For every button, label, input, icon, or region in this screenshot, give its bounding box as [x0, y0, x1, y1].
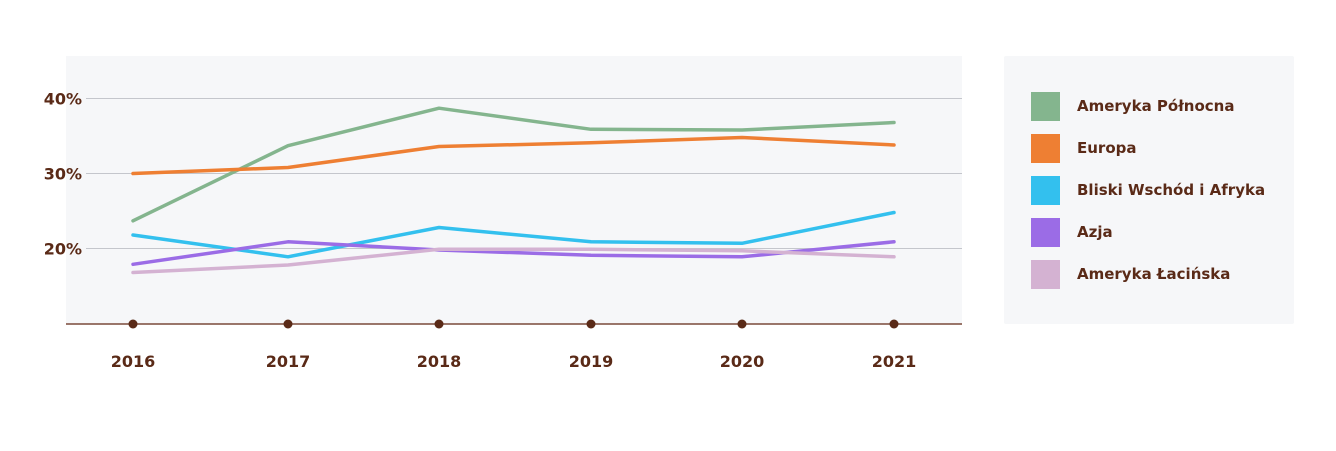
x-tick-label: 2021	[872, 352, 917, 371]
x-tick-label: 2019	[569, 352, 614, 371]
legend-swatch	[1031, 217, 1060, 247]
series-line-0[interactable]	[131, 106, 896, 223]
legend-label: Azja	[1077, 223, 1113, 241]
legend-item-ameryka-polnocna[interactable]: Ameryka Północna	[1031, 91, 1234, 121]
x-axis-markers	[128, 319, 899, 329]
x-axis-marker	[283, 319, 293, 329]
x-axis-marker	[737, 319, 747, 329]
legend-item-azja[interactable]: Azja	[1031, 217, 1113, 247]
legend-item-bliski-wschod[interactable]: Bliski Wschód i Afryka	[1031, 175, 1265, 205]
legend: Ameryka Północna Europa Bliski Wschód i …	[1004, 56, 1294, 324]
x-tick-label: 2017	[266, 352, 311, 371]
x-axis-marker	[586, 319, 596, 329]
series-lines	[131, 106, 896, 275]
legend-swatch	[1031, 133, 1060, 163]
x-tick-label: 2016	[111, 352, 156, 371]
legend-swatch	[1031, 259, 1060, 289]
x-axis-ticks: 2016 2017 2018 2019 2020 2021	[111, 352, 917, 371]
x-axis-marker	[889, 319, 899, 329]
series-line-1[interactable]	[131, 135, 896, 176]
legend-item-europa[interactable]: Europa	[1031, 133, 1137, 163]
x-tick-label: 2018	[417, 352, 462, 371]
legend-label: Europa	[1077, 139, 1137, 157]
legend-label: Bliski Wschód i Afryka	[1077, 181, 1266, 199]
legend-label: Ameryka Północna	[1077, 97, 1235, 115]
series-line-2[interactable]	[131, 210, 896, 259]
y-tick-label: 30%	[44, 165, 82, 184]
legend-label: Ameryka Łacińska	[1077, 265, 1231, 283]
legend-swatch	[1031, 175, 1060, 205]
x-tick-label: 2020	[720, 352, 765, 371]
x-axis-marker	[434, 319, 444, 329]
legend-swatch	[1031, 91, 1060, 121]
plot-background	[66, 56, 962, 324]
series-line-3[interactable]	[131, 240, 896, 267]
y-tick-label: 40%	[44, 90, 82, 109]
y-axis-ticks: 20% 30% 40%	[44, 90, 82, 259]
legend-item-ameryka-lacinska[interactable]: Ameryka Łacińska	[1031, 259, 1230, 289]
y-tick-label: 20%	[44, 240, 82, 259]
series-line-4[interactable]	[131, 247, 896, 275]
x-axis-marker	[128, 319, 138, 329]
